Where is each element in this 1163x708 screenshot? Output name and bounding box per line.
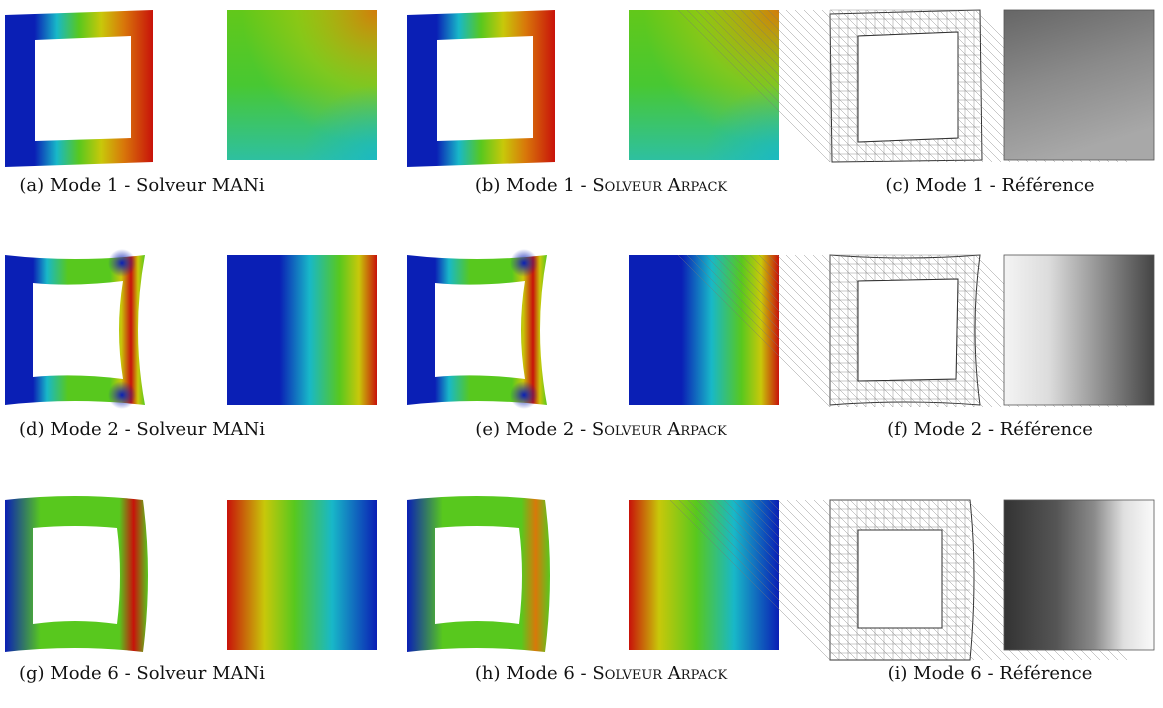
reference-contour: [1003, 9, 1155, 161]
node-spot: [108, 381, 136, 409]
caption-separator: -: [983, 175, 1002, 196]
caption-mode: Mode 1: [506, 175, 575, 196]
caption-source: Référence: [999, 663, 1093, 684]
reference-contour: [1003, 499, 1155, 651]
caption-d: (d) Mode 2 - Solveur MANi: [19, 419, 265, 440]
reference-contour: [1003, 254, 1155, 406]
contour-field: [227, 500, 377, 650]
caption-mode: Mode 6: [913, 663, 982, 684]
caption-label: (h): [474, 663, 501, 684]
contour-field: [629, 500, 779, 650]
caption-separator: -: [574, 663, 593, 684]
caption-mode: Mode 1: [49, 175, 119, 196]
contour-overlay: [227, 10, 377, 160]
caption-separator: -: [574, 419, 592, 440]
deformed-frame: [5, 496, 148, 652]
fe-mesh: [677, 254, 1128, 408]
caption-mode: Mode 2: [50, 419, 119, 440]
caption-separator: -: [118, 419, 137, 440]
panel-d: [5, 249, 377, 409]
caption-source: Référence: [1001, 175, 1095, 196]
caption-mode: Mode 1: [915, 175, 984, 196]
caption-mode: Mode 6: [50, 663, 119, 684]
node-spot: [108, 249, 136, 277]
caption-separator: -: [118, 663, 137, 684]
caption-source: Solveur Arpack: [591, 419, 727, 440]
panel-g: [5, 496, 377, 652]
contour-overlay: [629, 10, 779, 160]
caption-g: (g) Mode 6 - Solveur MANi: [19, 663, 265, 684]
panel-i: [669, 499, 1155, 661]
caption-source: Solveur Arpack: [592, 663, 728, 684]
contour-field: [629, 255, 779, 405]
caption-i: (i) Mode 6 - Référence: [888, 663, 1093, 684]
caption-c: (c) Mode 1 - Référence: [885, 175, 1094, 196]
panel-f: [677, 254, 1155, 408]
caption-mode: Mode 2: [913, 419, 983, 440]
caption-h: (h) Mode 6 - Solveur Arpack: [475, 663, 727, 684]
caption-label: (i): [887, 663, 908, 684]
deformed-frame: [407, 496, 550, 652]
caption-source: Référence: [999, 419, 1093, 440]
contour-field: [227, 255, 377, 405]
caption-source: Solveur Arpack: [592, 175, 728, 196]
panel-h: [407, 496, 779, 652]
caption-label: (g): [18, 663, 45, 684]
deformed-frame: [5, 10, 153, 167]
caption-label: (c): [885, 175, 910, 196]
deformed-frame: [407, 10, 555, 167]
caption-source: Solveur MANi: [136, 175, 265, 196]
caption-e: (e) Mode 2 - Solveur Arpack: [475, 419, 726, 440]
caption-separator: -: [981, 663, 1000, 684]
caption-separator: -: [118, 175, 137, 196]
caption-mode: Mode 6: [506, 663, 575, 684]
caption-a: (a) Mode 1 - Solveur MANi: [19, 175, 264, 196]
caption-label: (d): [18, 419, 45, 440]
panel-c: [677, 9, 1155, 163]
caption-separator: -: [982, 419, 1000, 440]
caption-source: Solveur MANi: [136, 419, 266, 440]
caption-source: Solveur MANi: [136, 663, 266, 684]
caption-label: (a): [19, 175, 45, 196]
caption-mode: Mode 2: [505, 419, 575, 440]
caption-separator: -: [574, 175, 593, 196]
panel-a: [5, 10, 377, 167]
caption-b: (b) Mode 1 - Solveur Arpack: [475, 175, 727, 196]
panel-e: [407, 249, 779, 409]
caption-label: (f): [887, 419, 908, 440]
caption-label: (b): [474, 175, 501, 196]
caption-f: (f) Mode 2 - Référence: [887, 419, 1093, 440]
panel-b: [407, 10, 779, 167]
node-spot: [510, 381, 538, 409]
caption-label: (e): [475, 419, 500, 440]
node-spot: [510, 249, 538, 277]
